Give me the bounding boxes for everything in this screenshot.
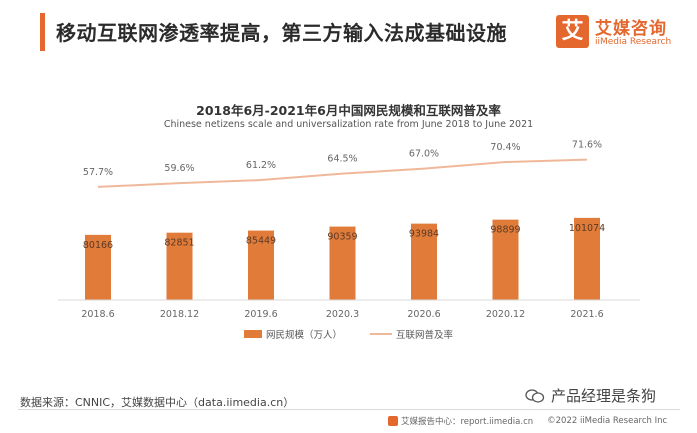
line-value-label: 57.7% xyxy=(83,167,113,178)
line-layer xyxy=(97,158,588,188)
chart-legend: 网民规模（万人） 互联网普及率 xyxy=(0,327,697,341)
bar-value-label: 85449 xyxy=(246,236,276,247)
copyright-text: ©2022 iiMedia Research Inc xyxy=(547,416,668,426)
penetration-rate-line xyxy=(97,158,588,188)
x-tick-label: 2020.6 xyxy=(407,309,440,320)
legend-bar-swatch xyxy=(243,330,262,338)
watermark-text: 产品经理是条狗 xyxy=(551,387,657,405)
bar-value-label: 90359 xyxy=(327,232,357,243)
x-tick-label: 2018.12 xyxy=(160,309,199,320)
legend-item-line: 互联网普及率 xyxy=(370,327,453,341)
line-value-label: 70.4% xyxy=(490,142,520,153)
line-value-label: 61.2% xyxy=(246,160,276,171)
labels-layer: 80166 57.7% 82851 59.6% 85449 61.2% 90359 64.5%… xyxy=(83,140,605,251)
line-value-label: 64.5% xyxy=(327,154,357,165)
logo-chinese-name: 艾媒咨询 xyxy=(595,19,667,39)
bar-2020.6 xyxy=(411,223,437,300)
bar-2019.6 xyxy=(248,230,274,300)
bar-2018.6 xyxy=(85,234,111,300)
legend-line-label: 互联网普及率 xyxy=(396,330,454,341)
bar-2021.6 xyxy=(574,217,600,300)
footer-divider xyxy=(18,409,680,410)
x-tick-label: 2021.6 xyxy=(570,309,603,320)
bar-value-label: 101074 xyxy=(569,223,605,234)
x-tick-label: 2019.6 xyxy=(244,309,277,320)
bar-value-label: 98899 xyxy=(490,225,520,236)
headline-accent-bar xyxy=(40,13,45,51)
chart-title: 2018年6月-2021年6月中国网民规模和互联网普及率 xyxy=(196,103,501,118)
bars-layer xyxy=(85,217,600,300)
line-value-label: 67.0% xyxy=(409,149,439,160)
legend-item-bar: 网民规模（万人） xyxy=(243,327,342,341)
x-tick-label: 2018.6 xyxy=(81,309,114,320)
logo-english-name: iiMedia Research xyxy=(595,37,672,47)
report-center-icon xyxy=(388,416,398,426)
bar-value-label: 82851 xyxy=(164,238,194,249)
logo-mark: 艾 xyxy=(556,15,589,48)
iimedia-logo: 艾 艾媒咨询 iiMedia Research xyxy=(556,13,686,53)
legend-bar-label: 网民规模（万人） xyxy=(265,330,342,341)
bar-2020.12 xyxy=(492,219,519,300)
chart-subtitle: Chinese netizens scale and universalizat… xyxy=(163,119,534,130)
line-value-label: 71.6% xyxy=(572,140,602,151)
bar-2020.3 xyxy=(329,226,356,300)
x-tick-label: 2020.3 xyxy=(326,309,359,320)
legend-line-swatch xyxy=(370,333,392,335)
wechat-watermark: 产品经理是条狗 xyxy=(525,385,656,406)
line-value-label: 59.6% xyxy=(164,163,194,174)
x-tick-label: 2020.12 xyxy=(486,309,525,320)
wechat-icon xyxy=(525,388,545,403)
bar-2018.12 xyxy=(166,232,193,300)
axis-layer: 2018.6 2018.12 2019.6 2020.3 2020.6 2020.12 20… xyxy=(58,299,640,320)
bar-value-label: 93984 xyxy=(409,229,439,240)
footer-credits: 艾媒报告中心：report.iimedia.cn ©2022 iiMedia R… xyxy=(388,415,681,427)
report-center-link[interactable]: 艾媒报告中心：report.iimedia.cn xyxy=(401,417,534,427)
data-source: 数据来源：CNNIC，艾媒数据中心（data.iimedia.cn） xyxy=(20,396,295,409)
page-headline: 移动互联网渗透率提高，第三方输入法成基础设施 xyxy=(56,21,507,45)
bar-value-label: 80166 xyxy=(83,240,113,251)
